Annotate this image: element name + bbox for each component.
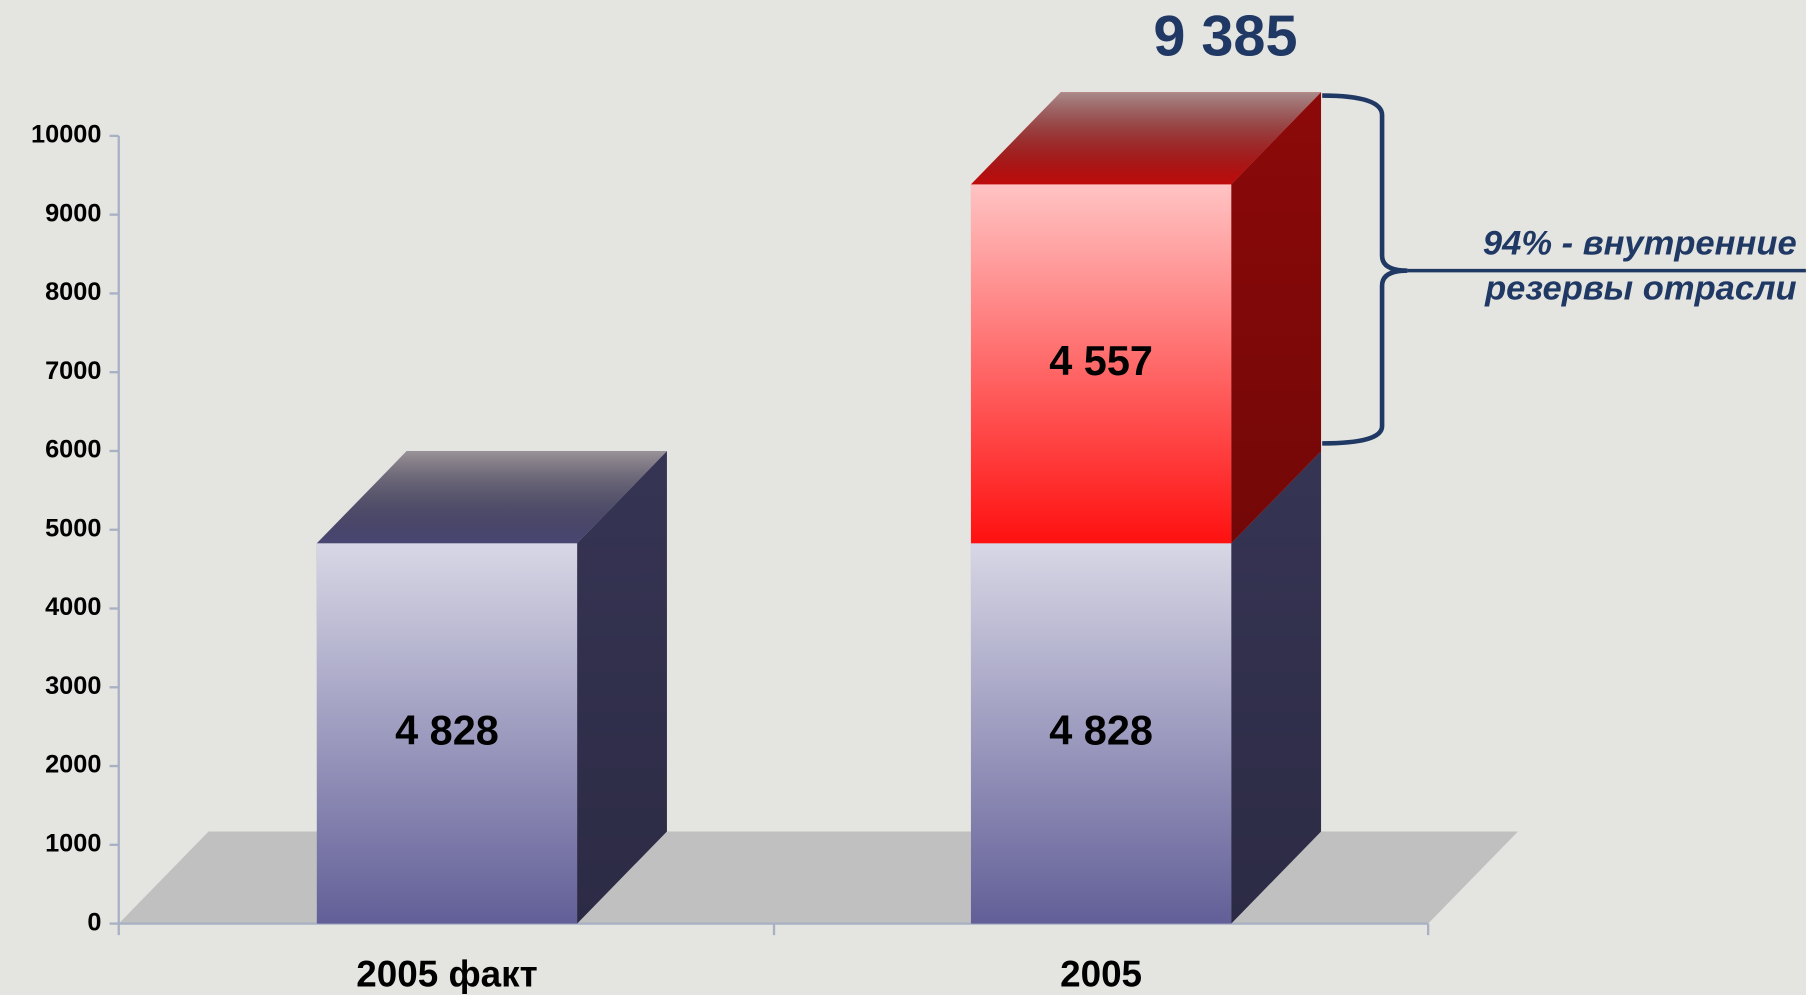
y-tick-label: 7000 — [45, 357, 101, 385]
bar-highlight — [970, 543, 1232, 924]
y-tick-label: 10000 — [31, 121, 101, 149]
total-label: 9 385 — [1153, 5, 1297, 69]
data-label: 4 557 — [1049, 337, 1153, 384]
bar-top-shade — [316, 451, 667, 544]
y-tick-label: 0 — [87, 908, 101, 936]
annotation: резервы отрасли — [1484, 269, 1797, 307]
bar-highlight — [970, 184, 1232, 544]
y-tick-label: 8000 — [45, 278, 101, 306]
bar-top-shade — [970, 92, 1322, 185]
bar-side-shade — [577, 451, 667, 924]
bar-highlight — [316, 543, 578, 924]
y-tick-label: 5000 — [45, 514, 101, 542]
y-tick-label: 2000 — [45, 751, 101, 779]
y-tick-label: 1000 — [45, 830, 101, 858]
y-tick-label: 9000 — [45, 199, 101, 227]
y-tick-label: 6000 — [45, 436, 101, 464]
bar-side-shade — [1231, 451, 1322, 924]
bars: 4 828 4 828 4 557 — [316, 92, 1322, 924]
y-tick-label: 3000 — [45, 672, 101, 700]
annotation: 94% - внутренние — [1483, 224, 1797, 262]
data-label: 4 828 — [395, 706, 499, 753]
x-tick-label: 2005 факт — [356, 953, 537, 994]
data-label: 4 828 — [1049, 706, 1153, 753]
y-tick-label: 4000 — [45, 593, 101, 621]
x-tick-label: 2005 — [1060, 953, 1142, 994]
bar-side-shade — [1231, 92, 1322, 544]
